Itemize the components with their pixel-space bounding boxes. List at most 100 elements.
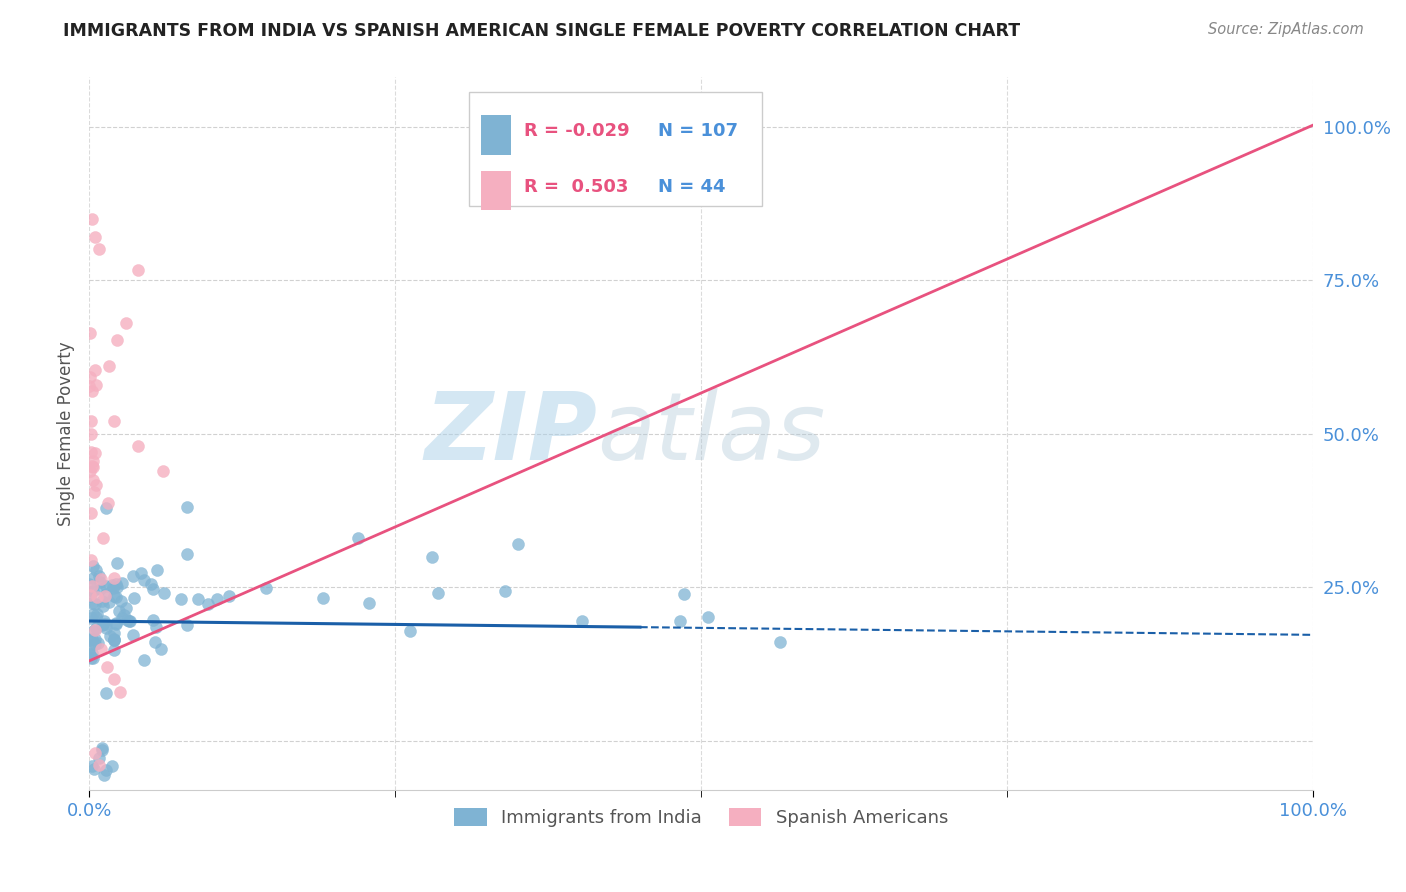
Point (96, 660, 118, 674)
Point (80, 211, 103, 226)
Point (420, 549, 443, 564)
Point (80, 445, 103, 459)
Point (82, 558, 104, 573)
Point (105, 616, 128, 631)
Point (90, 641, 112, 656)
Point (139, 577, 162, 591)
Point (79, 506, 101, 520)
Point (218, 589, 240, 603)
Point (80, 650, 103, 665)
Text: ZIP: ZIP (425, 388, 598, 480)
Point (111, 576, 134, 591)
Point (142, 613, 165, 627)
Point (94, 501, 117, 516)
Point (117, 613, 139, 627)
Point (98, 595, 121, 609)
Point (86, 607, 108, 621)
Point (142, 582, 165, 596)
Point (90, 572, 112, 586)
Legend: Immigrants from India, Spanish Americans: Immigrants from India, Spanish Americans (447, 800, 956, 834)
Point (90, 618, 112, 632)
Point (494, 584, 516, 599)
Point (506, 537, 529, 551)
Point (132, 573, 155, 587)
Point (89, 751, 111, 765)
Point (82, 454, 104, 468)
Point (82, 632, 104, 646)
FancyBboxPatch shape (468, 92, 762, 206)
Point (91, 617, 114, 632)
Text: atlas: atlas (598, 388, 825, 479)
Point (114, 316, 136, 330)
Point (79, 577, 101, 591)
Y-axis label: Single Female Poverty: Single Female Poverty (58, 342, 75, 526)
Point (112, 607, 135, 622)
Point (104, 577, 127, 591)
Point (108, 684, 131, 698)
Point (80, 458, 103, 473)
Point (94, 763, 117, 777)
Point (89, 582, 111, 596)
Point (80, 414, 103, 428)
Point (82, 646, 104, 660)
Point (82, 759, 104, 773)
FancyBboxPatch shape (481, 171, 512, 211)
Point (672, 587, 695, 601)
FancyBboxPatch shape (481, 115, 512, 154)
Text: Source: ZipAtlas.com: Source: ZipAtlas.com (1208, 22, 1364, 37)
Point (94, 587, 117, 601)
Point (669, 615, 692, 629)
Point (86, 377, 108, 392)
Point (86, 591, 108, 605)
Point (105, 591, 128, 605)
Point (79, 378, 101, 392)
Point (205, 592, 228, 607)
Point (84, 230, 107, 244)
Point (79, 326, 101, 341)
Point (96, 617, 118, 632)
Point (84, 610, 107, 624)
Point (91, 599, 114, 614)
Point (82, 624, 104, 638)
Point (94, 686, 117, 700)
Point (120, 614, 142, 628)
Point (107, 556, 129, 570)
Point (94, 589, 117, 603)
Point (84, 632, 107, 647)
Point (89, 574, 111, 589)
Text: N = 107: N = 107 (658, 122, 738, 140)
Point (87, 758, 110, 772)
Point (84, 624, 107, 638)
Point (152, 463, 174, 477)
Point (79, 369, 101, 384)
Point (153, 585, 176, 599)
Point (571, 614, 593, 628)
Point (104, 617, 127, 632)
Point (149, 641, 172, 656)
Point (103, 571, 125, 585)
Point (176, 618, 198, 632)
Point (103, 589, 125, 603)
Point (82, 473, 104, 487)
Point (98, 629, 121, 643)
Point (79, 640, 101, 654)
Point (82, 384, 104, 399)
Point (399, 624, 422, 638)
Point (84, 621, 107, 635)
Point (96, 579, 118, 593)
Point (86, 636, 108, 650)
Point (94, 621, 117, 635)
Text: N = 44: N = 44 (658, 178, 725, 196)
Point (82, 607, 104, 621)
Point (79, 633, 101, 648)
Point (83, 485, 105, 500)
Point (122, 569, 145, 583)
Point (84, 446, 107, 460)
Point (80, 553, 103, 567)
Point (103, 673, 125, 687)
Point (103, 626, 125, 640)
Point (80, 611, 103, 625)
Point (697, 610, 720, 624)
Point (118, 615, 141, 629)
Point (80, 426, 103, 441)
